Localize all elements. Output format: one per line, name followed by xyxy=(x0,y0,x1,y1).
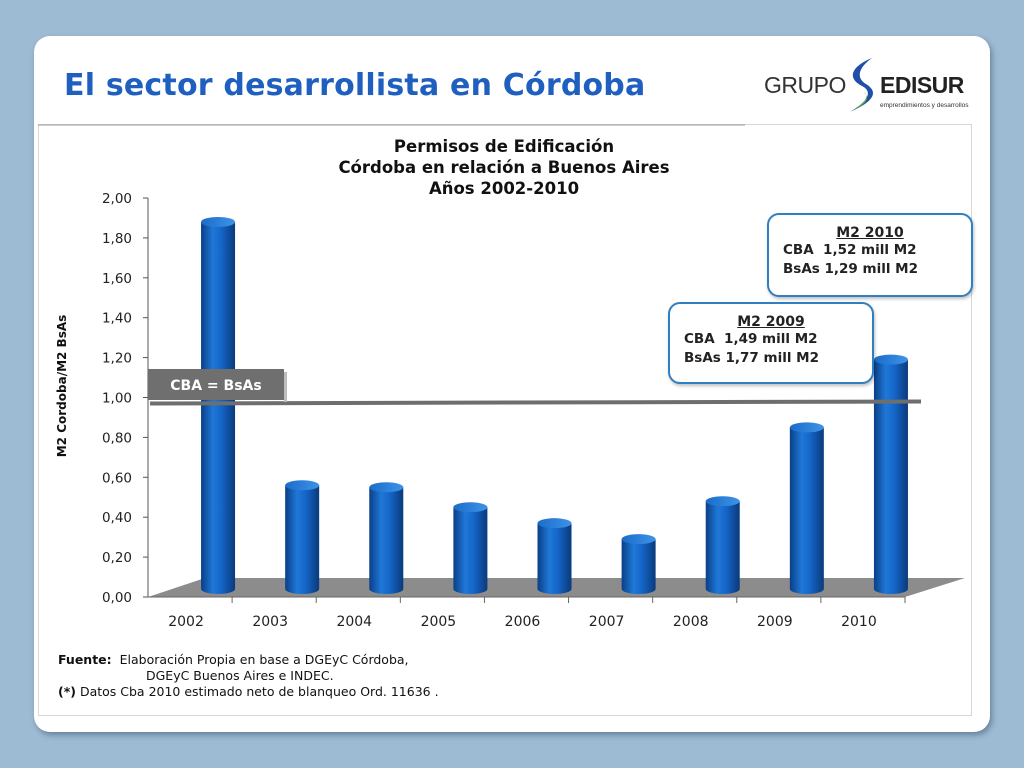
callout-m2-2009: M2 2009 CBA 1,49 mill M2 BsAs 1,77 mill … xyxy=(668,302,874,384)
bar-top xyxy=(201,216,236,227)
bar-2008 xyxy=(705,496,740,594)
bar-2002 xyxy=(201,216,236,594)
bar-top xyxy=(873,354,908,365)
y-tick-label: 0,40 xyxy=(102,510,132,526)
bar-2005 xyxy=(453,502,488,594)
reference-line-stroke xyxy=(149,399,922,406)
callout-2009-line1: CBA 1,49 mill M2 xyxy=(684,331,818,347)
source-label: Fuente: xyxy=(58,652,112,667)
slide-title: El sector desarrollista en Córdoba xyxy=(64,68,646,103)
bar-body xyxy=(873,359,908,594)
bar-body xyxy=(369,487,404,594)
y-tick-label: 1,80 xyxy=(102,231,132,247)
y-tick-label: 0,20 xyxy=(102,550,132,566)
logo-tagline: emprendimientos y desarrollos xyxy=(880,102,969,109)
bar-2009 xyxy=(789,422,824,594)
bar-top xyxy=(789,422,824,433)
bar-top xyxy=(705,496,740,507)
x-tick-label: 2010 xyxy=(841,614,877,630)
bar-body xyxy=(285,485,320,594)
bar-body xyxy=(201,221,236,594)
y-tick-label: 1,60 xyxy=(102,271,132,287)
logo-grupo-text: GRUPO xyxy=(764,72,846,98)
reference-label-box xyxy=(148,369,284,400)
bar-body xyxy=(537,523,572,594)
bar-top xyxy=(621,534,656,545)
chart-bars xyxy=(201,216,908,594)
x-tick-label: 2002 xyxy=(168,614,204,630)
bar-top xyxy=(285,480,320,491)
x-tick-label: 2007 xyxy=(589,614,625,630)
callout-2010-heading: M2 2010 xyxy=(836,225,904,241)
chart-title-line: Permisos de Edificación xyxy=(394,137,614,156)
logo-swoosh-icon xyxy=(850,58,874,112)
y-tick-label: 1,00 xyxy=(102,391,132,407)
x-tick-label: 2005 xyxy=(421,614,457,630)
reference-label-text: CBA = BsAs xyxy=(170,378,261,394)
y-axis-label: M2 Cordoba/M2 BsAs xyxy=(55,315,69,458)
reference-line: CBA = BsAs xyxy=(148,369,922,406)
callout-2010-line1: CBA 1,52 mill M2 xyxy=(783,242,917,258)
source-line2: DGEyC Buenos Aires e INDEC. xyxy=(146,668,334,683)
y-tick-label: 1,20 xyxy=(102,351,132,367)
chart-title-line: Córdoba en relación a Buenos Aires xyxy=(338,158,669,177)
bar-top xyxy=(537,518,572,529)
reference-label-shadow xyxy=(284,372,287,402)
bar-2007 xyxy=(621,534,656,594)
logo-edisur-text: EDISUR xyxy=(880,72,964,98)
x-tick-label: 2004 xyxy=(336,614,372,630)
x-tick-label: 2009 xyxy=(757,614,793,630)
x-tick-label: 2003 xyxy=(252,614,288,630)
source-line1: Elaboración Propia en base a DGEyC Córdo… xyxy=(119,652,409,667)
edisur-logo: GRUPO EDISUR emprendimientos y desarroll… xyxy=(762,56,972,116)
y-tick-label: 0,60 xyxy=(102,470,132,486)
bar-2003 xyxy=(285,480,320,594)
x-tick-labels: 2002 2003 2004 2005 2006 2007 2008 2009 2010 xyxy=(168,597,906,630)
bar-body xyxy=(705,501,740,594)
chart-title: Permisos de Edificación Córdoba en relaci… xyxy=(338,137,669,198)
callout-2010-line2: BsAs 1,29 mill M2 xyxy=(783,261,918,277)
bar-2010 xyxy=(873,354,908,594)
bar-2004 xyxy=(369,482,404,594)
y-tick-label: 0,80 xyxy=(102,430,132,446)
callout-m2-2010: M2 2010 CBA 1,52 mill M2 BsAs 1,29 mill … xyxy=(767,213,973,297)
bar-body xyxy=(789,427,824,594)
bar-top xyxy=(369,482,404,493)
source-note: Fuente: Elaboración Propia en base a DGE… xyxy=(58,652,439,700)
note-text: Datos Cba 2010 estimado neto de blanqueo… xyxy=(79,684,439,699)
bar-body xyxy=(453,507,488,594)
chart-title-line: Años 2002-2010 xyxy=(429,179,579,198)
y-tick-label: 2,00 xyxy=(102,191,132,207)
callout-2009-line2: BsAs 1,77 mill M2 xyxy=(684,350,819,366)
x-tick-label: 2008 xyxy=(673,614,709,630)
bar-2006 xyxy=(537,518,572,594)
chart-axes: 0,00 0,20 0,40 0,60 0,80 1,00 1,20 1,40 1,60 1,80… xyxy=(55,191,149,606)
callout-2009-heading: M2 2009 xyxy=(737,314,805,330)
x-tick-label: 2006 xyxy=(505,614,541,630)
y-tick-label: 1,40 xyxy=(102,311,132,327)
bar-top xyxy=(453,502,488,513)
note-label: (*) xyxy=(58,684,76,699)
bar-body xyxy=(621,539,656,594)
y-tick-label: 0,00 xyxy=(102,590,132,606)
